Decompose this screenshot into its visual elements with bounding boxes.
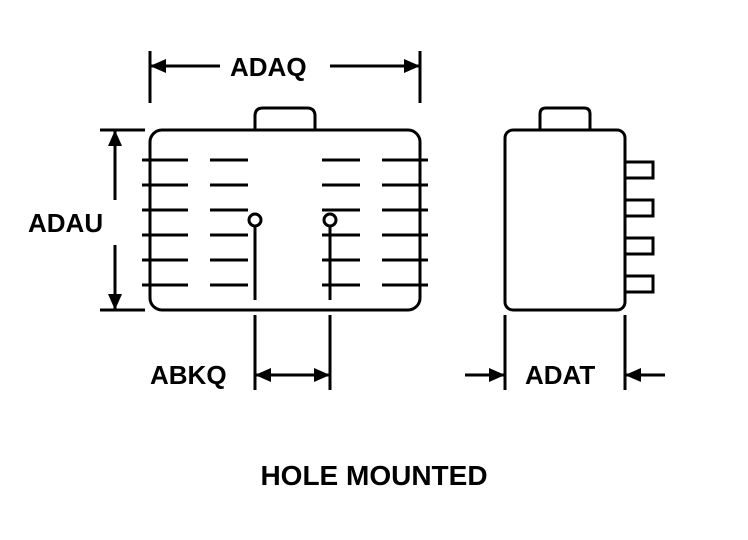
diagram-title: HOLE MOUNTED (0, 460, 748, 492)
dim-label-adat: ADAT (525, 360, 595, 391)
dim-label-adaq: ADAQ (230, 52, 307, 83)
dim-label-abkq: ABKQ (150, 360, 227, 391)
dim-label-adau: ADAU (28, 208, 103, 239)
diagram-canvas (0, 0, 748, 540)
